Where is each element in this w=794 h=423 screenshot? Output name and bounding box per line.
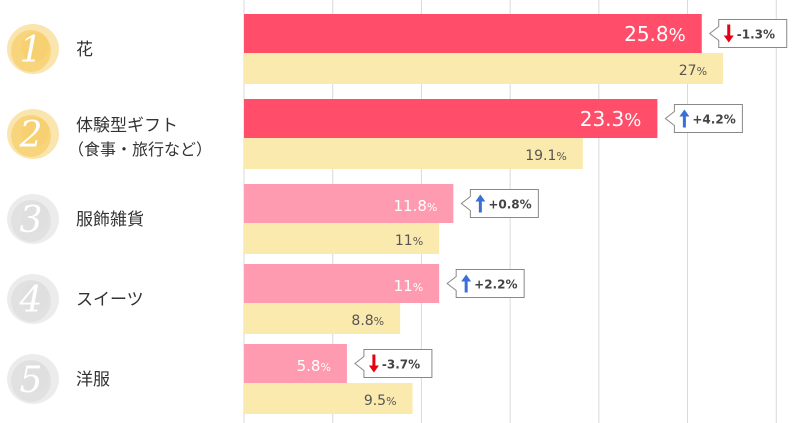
- category-label: 花: [76, 40, 93, 60]
- current-value-number: 5.8: [297, 357, 321, 375]
- unit-label: %: [556, 150, 566, 163]
- rank-badge: 3: [7, 194, 59, 244]
- category-label: 体験型ギフト: [76, 116, 178, 136]
- current-bar: [244, 184, 454, 223]
- category-label: 洋服: [76, 370, 110, 390]
- unit-label: %: [413, 281, 423, 294]
- current-bar: [244, 14, 702, 53]
- previous-bar: [244, 138, 583, 169]
- change-callouts: -1.3% +4.2% +0.8% +2.2% -3.7%: [354, 19, 788, 378]
- change-label: +4.2%: [692, 113, 735, 127]
- change-callout: -3.7%: [354, 349, 433, 378]
- category-label: スイーツ: [76, 290, 144, 310]
- unit-label: %: [624, 110, 641, 131]
- rank-badge-blob: [21, 202, 49, 232]
- current-value-label: 23.3%: [580, 107, 642, 131]
- arrow-head: [475, 194, 486, 202]
- previous-value-number: 11: [395, 233, 413, 249]
- previous-bar: [244, 383, 413, 414]
- previous-value-label: 27%: [679, 63, 707, 79]
- rank-number: 3: [20, 200, 43, 241]
- rank-number: 5: [20, 360, 43, 401]
- current-value-label: 11%: [394, 277, 424, 295]
- previous-bar: [244, 303, 401, 334]
- rank-badge: 1: [7, 24, 59, 74]
- rank-number: 2: [19, 115, 43, 156]
- current-value-label: 25.8%: [624, 22, 686, 46]
- change-label: +2.2%: [474, 278, 517, 292]
- rank-badge-blob: [21, 117, 49, 147]
- current-bar: [244, 264, 440, 303]
- previous-bar: [244, 223, 440, 254]
- rank-number: 4: [19, 280, 43, 321]
- rank-badges: 1 2 3 4 5: [7, 24, 59, 404]
- unit-label: %: [697, 65, 707, 78]
- arrow-up-icon: [679, 109, 690, 128]
- rank-badge-blob: [21, 282, 49, 312]
- unit-label: %: [320, 361, 330, 374]
- rank-badge: 4: [7, 274, 59, 324]
- category-sublabel: （食事・旅行など）: [68, 140, 212, 159]
- rank-number: 1: [20, 30, 43, 71]
- category-label: 服飾雑貨: [76, 210, 144, 230]
- arrow-down-icon: [368, 354, 379, 373]
- change-callout: -1.3%: [708, 19, 788, 48]
- previous-value-label: 8.8%: [351, 313, 384, 329]
- current-value-number: 23.3: [580, 107, 625, 131]
- previous-value-number: 8.8: [351, 313, 373, 329]
- previous-value-number: 19.1: [525, 148, 556, 164]
- bars: 25.8%27%23.3%19.1%11.8%11%11%8.8%5.8%9.5…: [244, 14, 724, 414]
- rank-badge: 5: [7, 354, 59, 404]
- rank-badge-blob: [21, 362, 49, 392]
- previous-bar: [244, 53, 724, 84]
- rank-badge-blob: [21, 32, 49, 62]
- current-value-label: 5.8%: [297, 357, 331, 375]
- current-value-number: 25.8: [624, 22, 669, 46]
- previous-value-label: 19.1%: [525, 148, 567, 164]
- change-callout: +4.2%: [664, 104, 743, 133]
- arrow-head: [461, 274, 472, 282]
- arrow-head: [368, 365, 379, 373]
- current-value-number: 11: [394, 277, 413, 295]
- arrow-up-icon: [461, 274, 472, 293]
- unit-label: %: [427, 201, 437, 214]
- previous-value-number: 27: [679, 63, 697, 79]
- change-label: -3.7%: [382, 358, 420, 372]
- change-label: -1.3%: [737, 28, 775, 42]
- arrow-down-icon: [723, 24, 734, 43]
- rank-badge: 2: [7, 109, 59, 159]
- change-callout: +2.2%: [446, 269, 525, 298]
- unit-label: %: [413, 235, 423, 248]
- change-label: +0.8%: [488, 198, 531, 212]
- previous-value-number: 9.5: [364, 393, 386, 409]
- current-value-label: 11.8%: [393, 197, 437, 215]
- arrow-up-icon: [475, 194, 486, 213]
- previous-value-label: 11%: [395, 233, 423, 249]
- unit-label: %: [669, 25, 686, 46]
- unit-label: %: [386, 395, 396, 408]
- change-callout: +0.8%: [460, 189, 539, 218]
- current-value-number: 11.8: [393, 197, 426, 215]
- current-bar: [244, 99, 658, 138]
- previous-value-label: 9.5%: [364, 393, 397, 409]
- current-bar: [244, 344, 347, 383]
- arrow-head: [723, 35, 734, 43]
- unit-label: %: [374, 315, 384, 328]
- arrow-head: [679, 109, 690, 117]
